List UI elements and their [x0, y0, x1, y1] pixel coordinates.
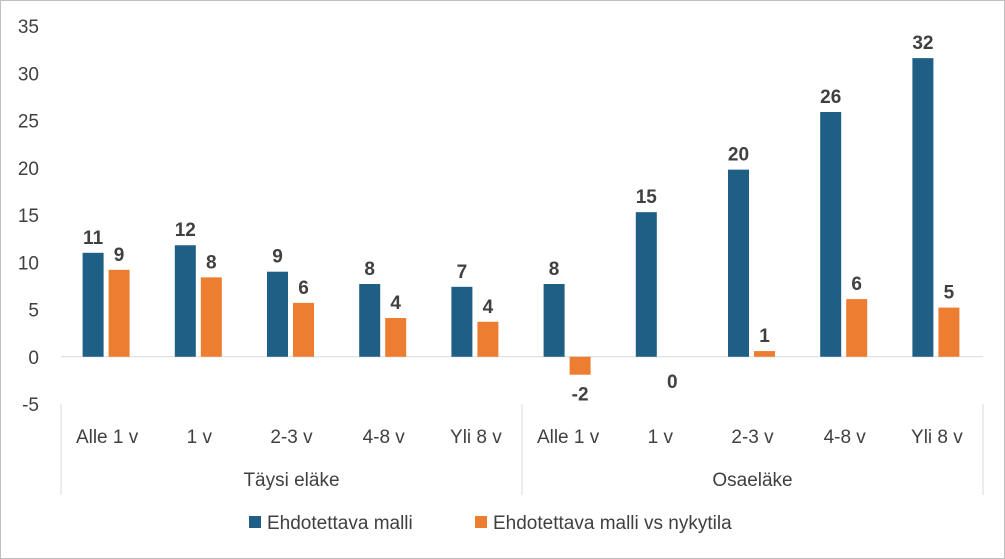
legend-swatch-series-1: [249, 516, 261, 528]
bar-series-1: [359, 283, 381, 357]
bar-series-2: [477, 321, 499, 357]
label-layer: 11 12 9 8 7 8 15 20 26 32 9 8 6 4 4 -2 0 1 6 5: [83, 33, 955, 406]
y-tick-label: 5: [28, 301, 39, 322]
y-tick-label: 35: [18, 17, 39, 38]
y-tick-label: 10: [18, 253, 39, 274]
x-tick-label: Yli 8 v: [911, 427, 963, 448]
data-label-series-2: 1: [759, 326, 770, 347]
bar-series-2: [293, 302, 314, 357]
data-label-series-1: 15: [636, 187, 658, 208]
data-label-series-2: 4: [390, 293, 401, 314]
bar-series-1: [267, 271, 288, 357]
y-tick-label: 15: [18, 206, 39, 227]
data-label-series-1: 26: [820, 87, 841, 108]
bar-series-1: [543, 283, 565, 357]
data-label-series-2: 5: [944, 283, 955, 304]
bar-series-2: [938, 307, 960, 357]
x-tick-label: 1 v: [187, 427, 213, 448]
data-label-series-2: 4: [483, 297, 494, 318]
data-label-series-1: 32: [912, 33, 933, 54]
x-tick-label: 2-3 v: [731, 427, 774, 448]
data-label-series-1: 12: [175, 220, 196, 241]
legend: Ehdotettava malli Ehdotettava malli vs n…: [249, 513, 732, 534]
data-label-series-1: 8: [549, 259, 560, 280]
x-tick-label: 4-8 v: [363, 427, 406, 448]
bar-series-2: [569, 356, 591, 375]
data-label-series-1: 20: [728, 145, 749, 166]
data-label-series-2: 6: [298, 278, 309, 299]
data-label-series-1: 9: [272, 247, 283, 268]
data-label-series-1: 11: [83, 228, 104, 249]
legend-label-series-2: Ehdotettava malli vs nykytila: [493, 513, 732, 534]
bar-series-1: [82, 252, 104, 357]
bar-series-1: [912, 58, 934, 357]
x-group-label: Täysi eläke: [243, 470, 339, 491]
bar-series-2: [200, 277, 222, 357]
bar-series-1: [635, 212, 657, 357]
x-tick-label: 4-8 v: [824, 427, 867, 448]
data-label-series-2: -2: [572, 385, 589, 406]
bar-series-2: [754, 351, 775, 357]
data-label-series-2: 0: [667, 372, 678, 393]
x-tick-label: Alle 1 v: [76, 427, 139, 448]
data-label-series-2: 6: [851, 274, 862, 295]
x-group-label: Osaeläke: [712, 470, 792, 491]
data-label-series-1: 8: [364, 259, 375, 280]
bar-series-1: [820, 111, 842, 357]
x-tick-label: Alle 1 v: [537, 427, 600, 448]
data-label-series-1: 7: [457, 262, 468, 283]
y-tick-label: 30: [18, 64, 39, 85]
y-tick-label: 20: [18, 159, 39, 180]
x-tick-label: 2-3 v: [270, 427, 313, 448]
data-label-series-2: 8: [206, 252, 217, 273]
legend-swatch-series-2: [475, 516, 487, 528]
y-tick-label: 25: [18, 112, 39, 133]
y-tick-label: -5: [22, 395, 39, 416]
bar-layer: [82, 58, 960, 375]
bar-series-2: [846, 299, 868, 357]
bar-series-1: [174, 245, 196, 357]
x-tick-label: 1 v: [648, 427, 674, 448]
legend-label-series-1: Ehdotettava malli: [267, 513, 413, 534]
bar-series-1: [728, 169, 749, 357]
x-tick-label: Yli 8 v: [450, 427, 502, 448]
y-tick-label: 0: [28, 348, 39, 369]
data-label-series-2: 9: [114, 245, 125, 266]
bar-series-2: [108, 269, 130, 357]
bar-series-1: [451, 286, 473, 357]
bar-series-2: [385, 318, 407, 357]
